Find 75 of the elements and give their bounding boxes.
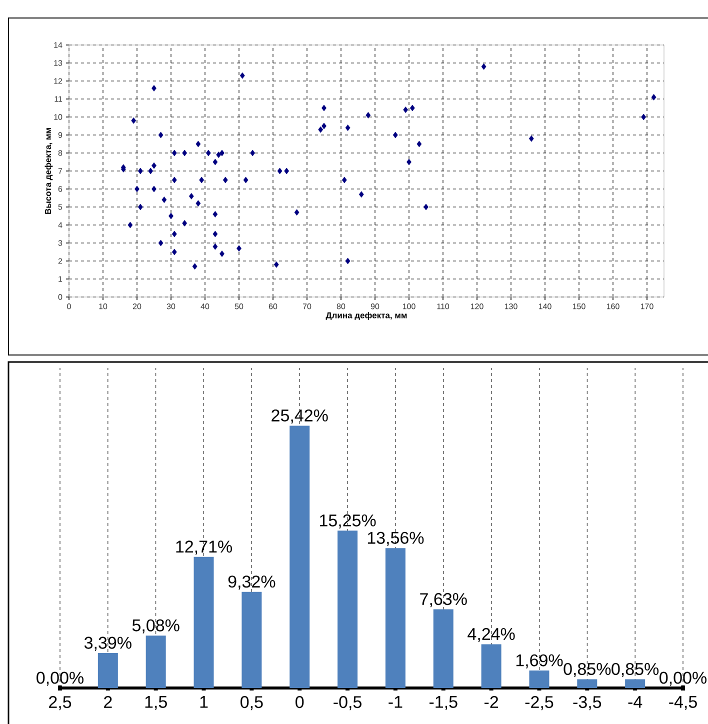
- x-tick-label: -2: [484, 696, 498, 708]
- y-tick-label: 12: [54, 78, 62, 84]
- data-label: 1,69%: [516, 654, 563, 668]
- bar: [194, 556, 214, 688]
- y-tick-label: 6: [58, 186, 62, 192]
- x-tick-label: -3,5: [573, 696, 602, 710]
- x-tick-label: 170: [640, 304, 654, 310]
- bar: [625, 679, 646, 688]
- data-label: 25,42%: [272, 409, 328, 424]
- y-tick-label: 11: [54, 96, 62, 102]
- y-tick-label: 7: [58, 168, 62, 174]
- x-axis-title: Длина дефекта, мм: [326, 312, 407, 320]
- data-label: 0,00%: [660, 672, 706, 686]
- x-tick-label: -4: [628, 696, 642, 708]
- data-label: 0,00%: [36, 672, 84, 686]
- bar: [242, 592, 262, 688]
- x-tick-label: -1,5: [429, 696, 458, 710]
- x-tick-label: 30: [166, 304, 176, 310]
- x-tick-label: 150: [572, 304, 586, 310]
- data-label: 9,32%: [228, 576, 276, 590]
- x-tick-label: 10: [99, 304, 108, 310]
- data-label: 5,08%: [132, 619, 180, 634]
- x-tick-label: 50: [234, 304, 244, 310]
- y-tick-label: 9: [58, 132, 62, 138]
- y-tick-label: 3: [58, 240, 62, 246]
- x-tick-label: 40: [200, 304, 210, 310]
- y-tick-label: 2: [58, 258, 62, 264]
- x-tick-label: -0,5: [334, 696, 362, 710]
- data-label: 7,63%: [420, 593, 467, 608]
- data-label: 12,71%: [176, 540, 232, 555]
- y-tick-label: 1: [58, 276, 62, 282]
- x-tick-label: 0: [296, 696, 304, 708]
- x-tick-label: 0,5: [240, 696, 263, 710]
- x-tick-label: 120: [470, 304, 484, 310]
- x-tick-label: -2,5: [525, 696, 554, 710]
- x-tick-label: 110: [437, 304, 450, 310]
- x-tick-label: 100: [402, 304, 416, 310]
- y-tick-label: 0: [58, 294, 62, 300]
- x-tick-label: 70: [302, 304, 312, 310]
- data-label: 13,56%: [368, 532, 424, 546]
- x-tick-label: 60: [268, 304, 278, 310]
- x-tick-label: 1: [200, 696, 208, 708]
- x-tick-label: 80: [336, 304, 346, 310]
- bar: [577, 679, 598, 688]
- data-label: 15,25%: [320, 514, 376, 528]
- y-tick-label: 14: [54, 42, 62, 48]
- x-tick-label: 2: [104, 696, 112, 708]
- x-tick-label: 20: [132, 304, 142, 310]
- y-axis-title: Высота дефекта, мм: [44, 128, 53, 214]
- x-tick-label: -4,5: [669, 696, 697, 710]
- y-tick-label: 5: [58, 204, 62, 210]
- x-tick-label: 0: [67, 304, 71, 310]
- bar: [529, 670, 550, 688]
- data-label: 0,85%: [564, 662, 611, 678]
- x-tick-label: 130: [504, 304, 518, 310]
- bar: [433, 609, 454, 688]
- bar: [290, 426, 310, 688]
- x-tick-label: 160: [606, 304, 620, 310]
- x-tick-label: 140: [538, 304, 552, 310]
- y-tick-label: 13: [54, 60, 62, 66]
- x-tick-label: -1: [388, 696, 402, 708]
- data-label: 3,39%: [84, 636, 132, 651]
- bar: [146, 636, 166, 688]
- bar: [385, 548, 406, 688]
- y-tick-label: 10: [54, 114, 62, 120]
- bar: [481, 644, 502, 688]
- bar: [338, 530, 358, 688]
- y-tick-label: 8: [58, 150, 62, 156]
- x-tick-label: 1,5: [145, 696, 167, 710]
- data-label: 0,85%: [612, 662, 659, 678]
- x-tick-label: 2,5: [49, 696, 72, 710]
- y-tick-label: 4: [58, 222, 62, 228]
- x-tick-label: 90: [370, 304, 380, 310]
- data-label: 4,24%: [468, 628, 515, 642]
- bar: [98, 653, 118, 688]
